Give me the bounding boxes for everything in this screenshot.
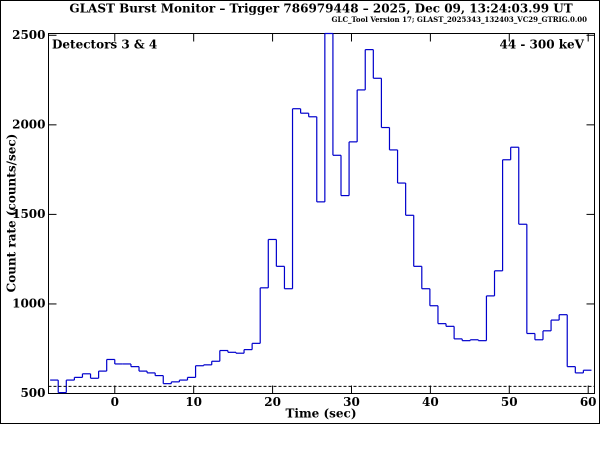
frame — [0, 0, 600, 424]
x-tick-label: 10 — [185, 395, 202, 409]
y-tick-label: 2000 — [12, 117, 45, 131]
y-tick-label: 500 — [20, 386, 45, 400]
y-tick-label: 1500 — [12, 207, 45, 221]
plot-area — [48, 33, 595, 394]
x-tick-label: 30 — [343, 395, 360, 409]
chart-title: GLAST Burst Monitor – Trigger 786979448 … — [69, 2, 572, 16]
step-connector — [57, 33, 584, 393]
y-axis-label: Count rate (counts/sec) — [5, 134, 19, 293]
annotation: Detectors 3 & 4 — [52, 38, 157, 52]
y-tick-label: 2500 — [12, 28, 45, 42]
x-tick-label: 50 — [501, 395, 518, 409]
x-axis-label: Time (sec) — [285, 407, 356, 421]
x-tick-label: 40 — [422, 395, 439, 409]
x-tick-label: 20 — [264, 395, 281, 409]
subtitle: GLC_Tool Version 17; GLAST_2025343_13240… — [332, 15, 588, 24]
annotation: 44 - 300 keV — [499, 38, 584, 52]
x-tick-label: 0 — [111, 395, 119, 409]
y-tick-label: 1000 — [12, 296, 45, 310]
x-tick-label: 60 — [580, 395, 597, 409]
